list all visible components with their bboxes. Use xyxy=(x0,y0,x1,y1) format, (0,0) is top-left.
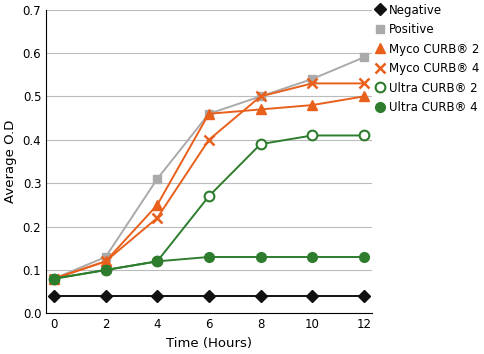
Legend: Negative, Positive, Myco CURB® 2, Myco CURB® 4, Ultra CURB® 2, Ultra CURB® 4: Negative, Positive, Myco CURB® 2, Myco C… xyxy=(375,4,479,114)
X-axis label: Time (Hours): Time (Hours) xyxy=(166,337,252,350)
Y-axis label: Average O.D: Average O.D xyxy=(4,120,17,203)
